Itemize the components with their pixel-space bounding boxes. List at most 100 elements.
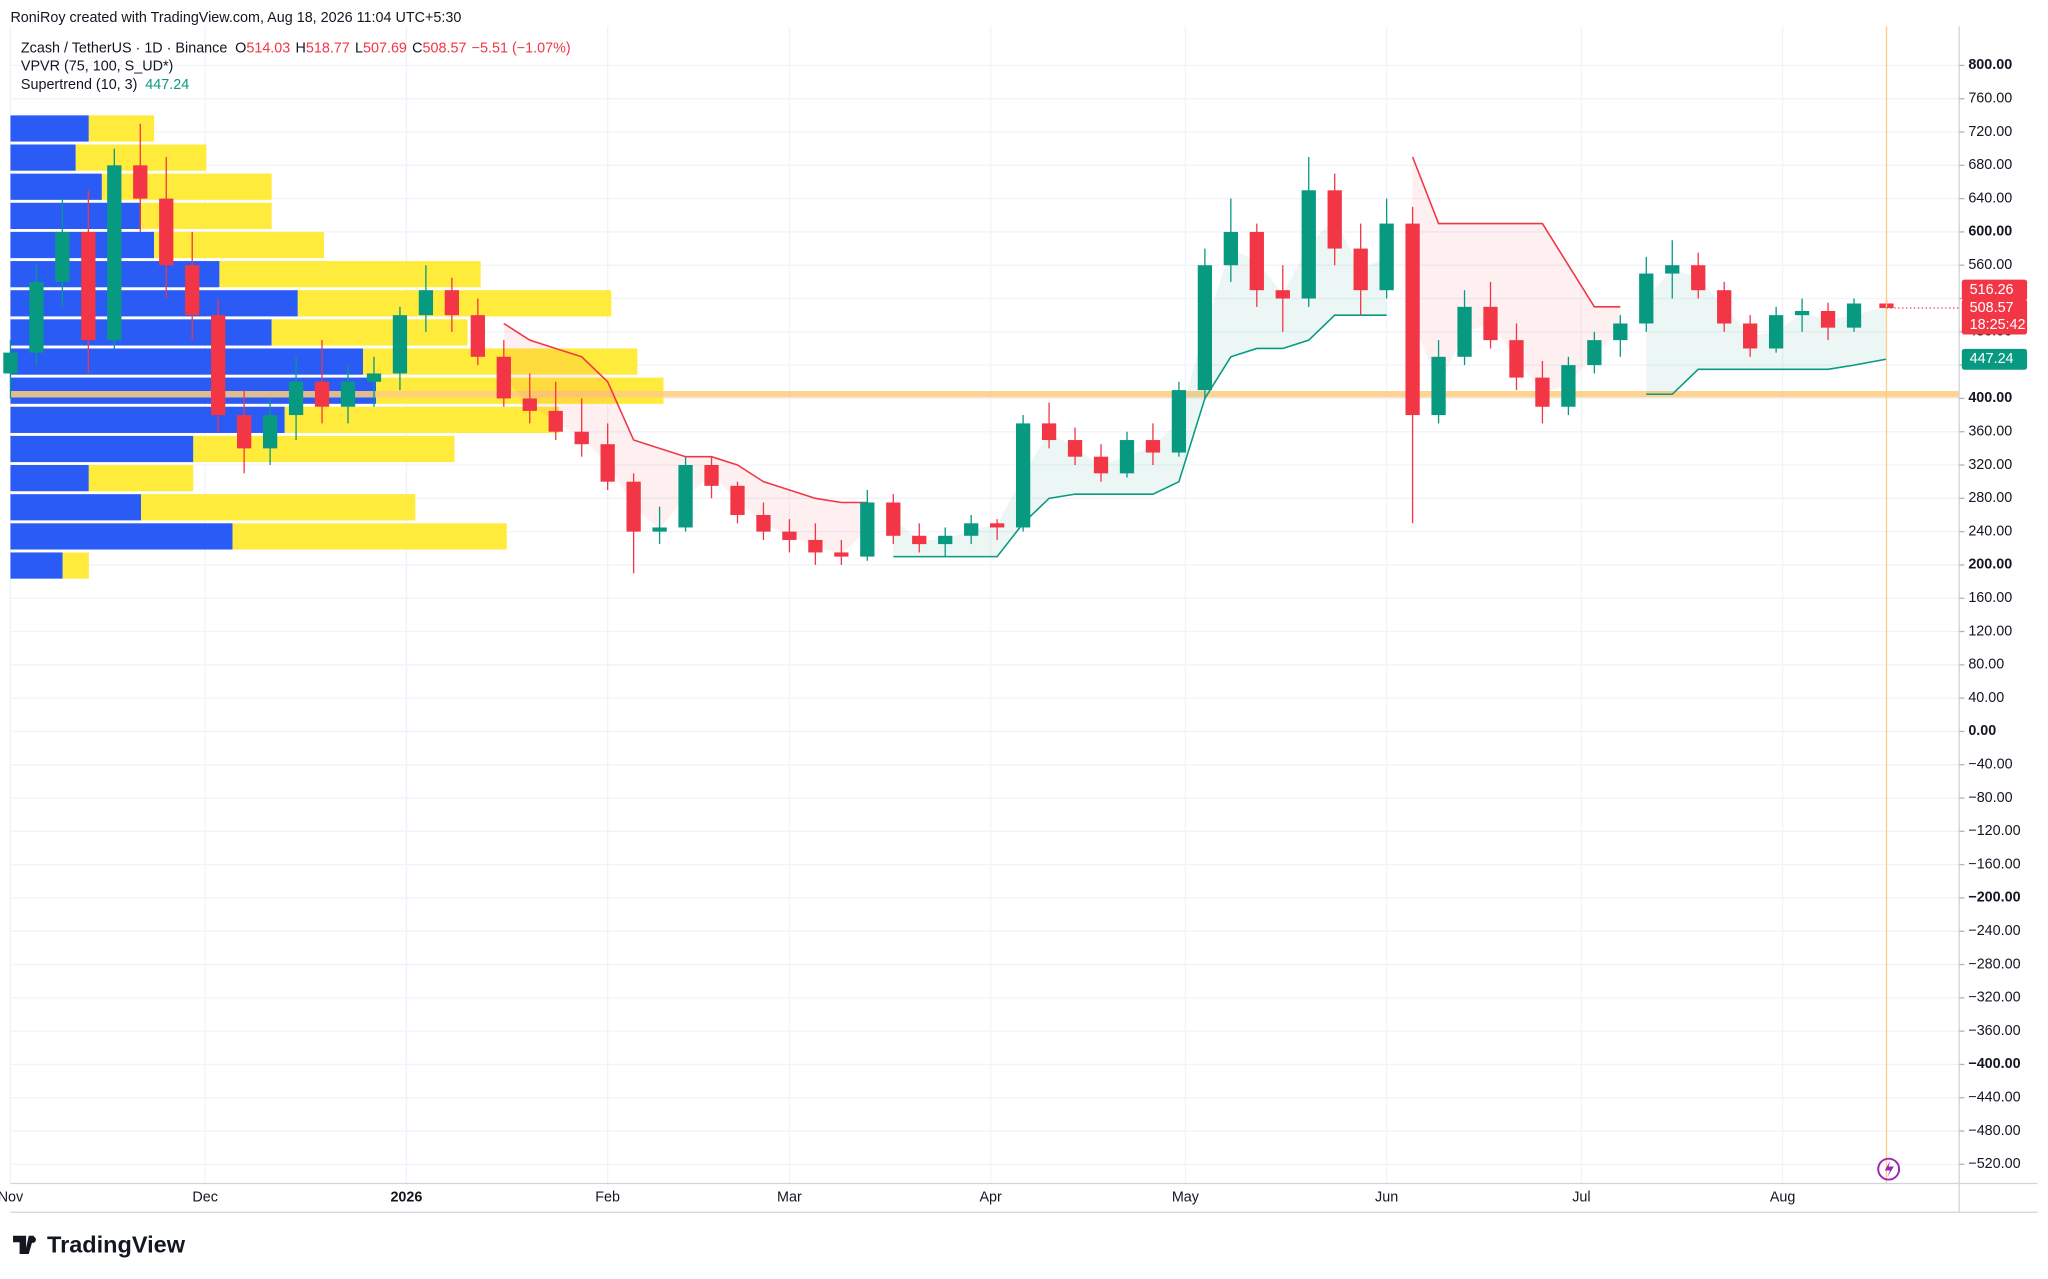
candle-body xyxy=(1223,231,1238,266)
candle-body xyxy=(1197,265,1213,391)
vp-down xyxy=(219,261,481,288)
vp-up xyxy=(10,348,364,375)
candle-body xyxy=(1717,290,1732,324)
candle-body xyxy=(652,527,667,532)
y-tick-label: −320.00 xyxy=(1968,990,2020,1006)
candle-body xyxy=(1379,223,1394,291)
candle-body xyxy=(262,415,278,449)
y-tick-label: 560.00 xyxy=(1968,257,2012,273)
y-tick-label: 40.00 xyxy=(1968,690,2004,706)
x-tick-label: 2026 xyxy=(390,1190,422,1206)
ohlc-label: O xyxy=(235,40,246,56)
vp-down xyxy=(88,115,155,142)
y-tick-label: −440.00 xyxy=(1968,1090,2020,1106)
candle-body xyxy=(1301,190,1316,299)
vp-down xyxy=(141,494,416,521)
vp-up xyxy=(10,290,298,317)
candle-body xyxy=(548,410,563,432)
y-tick-label: −120.00 xyxy=(1968,823,2020,839)
x-tick-label: Jun xyxy=(1375,1190,1398,1206)
chart-title: Zcash / TetherUS · 1D · Binance O514.03 H5… xyxy=(21,40,571,56)
candle-body xyxy=(159,198,174,266)
y-tick-label: −360.00 xyxy=(1968,1023,2020,1039)
ohlc-legend: O514.03 H518.77 L507.69 C508.57 xyxy=(235,40,466,56)
x-tick-label: Aug xyxy=(1770,1190,1796,1206)
y-tick-label: −80.00 xyxy=(1968,790,2012,806)
y-tick-label: 320.00 xyxy=(1968,457,2012,473)
candle-body xyxy=(1768,315,1784,349)
logo-mark xyxy=(13,1235,34,1255)
candle-body xyxy=(808,539,823,553)
candle-body xyxy=(1431,356,1446,416)
candle-body xyxy=(1171,390,1187,453)
candle-body xyxy=(340,381,356,407)
x-tick-label: Feb xyxy=(595,1190,620,1206)
x-tick-label: Dec xyxy=(192,1190,218,1206)
candle-body xyxy=(211,315,226,416)
candle-body xyxy=(288,381,304,416)
candle-body xyxy=(1639,273,1654,324)
candle-body xyxy=(1457,306,1472,357)
candle-body xyxy=(496,356,511,399)
vp-down xyxy=(62,552,89,579)
candle-body xyxy=(938,535,953,545)
candle-body xyxy=(782,531,797,540)
y-tick-label: 240.00 xyxy=(1968,523,2012,539)
y-tick-label: 720.00 xyxy=(1968,124,2012,140)
candle-body xyxy=(1665,265,1680,274)
ohlc-value: 507.69 xyxy=(363,40,407,56)
trend-fill xyxy=(893,219,1387,557)
candle-body xyxy=(1561,365,1576,407)
y-tick-label: 200.00 xyxy=(1968,557,2012,573)
candle-body xyxy=(600,444,615,482)
vpvr-legend: VPVR (75, 100, S_UD*) xyxy=(21,59,173,75)
candle-body xyxy=(29,281,44,353)
supertrend-legend: Supertrend (10, 3) 447.24 xyxy=(21,77,189,93)
marker-price: 516.26 xyxy=(1970,282,2014,298)
vp-up xyxy=(10,552,63,579)
plot xyxy=(3,26,1960,1184)
candle-body xyxy=(1846,303,1862,328)
candle-body xyxy=(392,315,408,374)
candle-body xyxy=(3,352,18,374)
trend-fill xyxy=(1412,156,1621,393)
vp-up xyxy=(10,494,142,521)
trend-price: 447.24 xyxy=(1970,351,2014,367)
candle-body xyxy=(314,381,330,407)
ohlc-label: C xyxy=(412,40,422,56)
ohlc-value: 518.77 xyxy=(306,40,350,56)
candle-body xyxy=(886,502,901,536)
candle-body xyxy=(1067,440,1083,457)
vp-up xyxy=(10,435,194,463)
countdown: 18:25:42 xyxy=(1970,317,2026,333)
candle-body xyxy=(1275,290,1290,299)
y-tick-label: 280.00 xyxy=(1968,490,2012,506)
alert-icon[interactable] xyxy=(1877,1157,1901,1181)
trend-fill xyxy=(503,323,868,555)
vp-down xyxy=(88,465,194,492)
candle-body xyxy=(1820,311,1836,328)
last-pill xyxy=(1961,299,2028,335)
candle-body xyxy=(912,535,927,545)
y-tick-label: 680.00 xyxy=(1968,157,2012,173)
candle-body xyxy=(964,523,979,536)
candle-body xyxy=(1015,423,1031,528)
supertrend-name: Supertrend (10, 3) xyxy=(21,77,138,93)
x-tick-label: Jul xyxy=(1572,1190,1590,1206)
ohlc-value: 514.03 xyxy=(246,40,290,56)
x-tick-label: Apr xyxy=(979,1190,1002,1206)
y-tick-label: −280.00 xyxy=(1968,956,2020,972)
candle-body xyxy=(55,231,70,282)
candle-body xyxy=(107,165,122,341)
candle-body xyxy=(1691,265,1706,291)
logo-text: TradingView xyxy=(47,1231,186,1257)
supertrend-line xyxy=(503,156,1621,504)
candle-body xyxy=(1509,340,1524,378)
vp-up xyxy=(10,523,233,550)
vp-down xyxy=(154,231,324,259)
y-tick-label: 760.00 xyxy=(1968,91,2012,107)
y-tick-label: 120.00 xyxy=(1968,623,2012,639)
candle-body xyxy=(574,431,589,445)
marker-pill xyxy=(1961,279,2028,301)
